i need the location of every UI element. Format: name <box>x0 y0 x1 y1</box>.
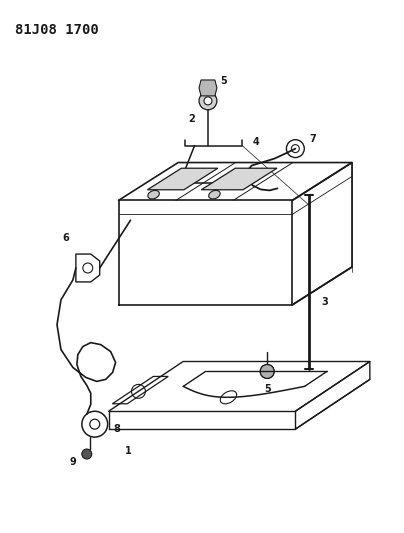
Text: 81J08 1700: 81J08 1700 <box>15 23 99 37</box>
Text: 8: 8 <box>113 424 120 434</box>
Circle shape <box>82 449 92 459</box>
Text: 6: 6 <box>63 233 69 243</box>
Text: 3: 3 <box>322 297 328 307</box>
Circle shape <box>204 97 212 105</box>
Text: 4: 4 <box>253 136 259 147</box>
Circle shape <box>260 365 274 378</box>
Polygon shape <box>201 168 277 190</box>
Polygon shape <box>112 376 168 404</box>
Ellipse shape <box>148 190 159 199</box>
Ellipse shape <box>208 190 220 199</box>
Polygon shape <box>199 80 217 96</box>
Polygon shape <box>147 168 218 190</box>
Text: 9: 9 <box>69 457 76 467</box>
Ellipse shape <box>220 391 237 404</box>
Text: 7: 7 <box>310 134 317 144</box>
Text: 2: 2 <box>189 114 196 124</box>
Circle shape <box>199 92 217 110</box>
Text: 1: 1 <box>125 446 132 456</box>
Polygon shape <box>76 254 100 282</box>
Text: 5: 5 <box>221 76 227 86</box>
Text: 5: 5 <box>264 384 271 394</box>
